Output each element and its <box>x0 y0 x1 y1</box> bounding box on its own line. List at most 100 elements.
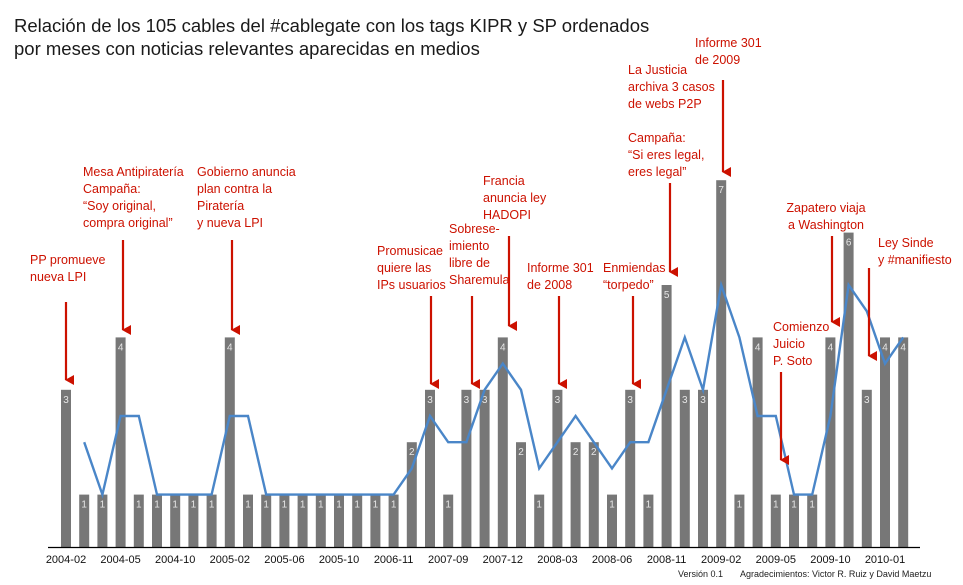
bar-45 <box>880 337 890 547</box>
annotation-text: de webs P2P <box>628 97 702 111</box>
annotation-text: Informe 301 <box>695 36 762 50</box>
annotation-text: Campaña: <box>628 131 686 145</box>
annotation-text: PP promueve <box>30 253 106 267</box>
bar-value-label: 5 <box>664 290 670 301</box>
bar-15 <box>334 494 344 547</box>
bar-value-label: 1 <box>136 500 142 511</box>
chart-title: Relación de los 105 cables del #cablegat… <box>14 14 649 60</box>
annotation-8: La Justicia archiva 3 casos de webs P2P Cam… <box>628 63 715 277</box>
x-tick-label: 2009-05 <box>756 554 796 566</box>
bar-value-label: 1 <box>282 500 288 511</box>
annotation-text: Piratería <box>197 199 244 213</box>
bar-value-label: 4 <box>227 342 233 353</box>
bar-22 <box>461 389 472 547</box>
bar-1 <box>79 494 90 547</box>
annotation-7: Enmiendas “torpedo” <box>603 261 666 389</box>
credits-label: Agradecimientos: Victor R. Ruiz y David … <box>740 569 932 579</box>
bar-18 <box>388 494 399 547</box>
bar-value-label: 1 <box>318 500 324 511</box>
bar-19 <box>406 442 417 547</box>
bar-value-label: 2 <box>591 447 597 458</box>
annotation-text: libre de <box>449 256 490 270</box>
bar-value-label: 1 <box>336 500 342 511</box>
annotation-text: HADOPI <box>483 208 531 222</box>
annotation-text: quiere las <box>377 261 431 275</box>
annotation-3: Promusicae quiere las IPs usuarios <box>377 244 446 389</box>
bar-value-label: 1 <box>245 500 251 511</box>
bar-40 <box>789 494 799 547</box>
annotation-text: Enmiendas <box>603 261 666 275</box>
bar-value-label: 4 <box>900 342 906 353</box>
bar-value-label: 4 <box>500 342 506 353</box>
bar-30 <box>607 494 617 547</box>
bar-value-label: 1 <box>172 500 178 511</box>
bar-5 <box>152 494 162 547</box>
bar-value-label: 1 <box>373 500 379 511</box>
bar-39 <box>770 494 781 547</box>
annotation-11: Zapatero viaja a Washington <box>786 201 866 327</box>
annotation-text: a Washington <box>788 218 864 232</box>
bar-44 <box>861 389 872 547</box>
x-tick-label: 2004-02 <box>46 554 86 566</box>
moving-average-line <box>83 280 905 499</box>
bar-value-label: 2 <box>409 447 415 458</box>
annotation-text: IPs usuarios <box>377 278 446 292</box>
x-tick-label: 2008-06 <box>592 554 632 566</box>
annotation-text: Promusicae <box>377 244 443 258</box>
x-tick-label: 2008-11 <box>647 554 687 566</box>
annotation-text: y #manifiesto <box>878 253 952 267</box>
bar-21 <box>443 494 454 547</box>
annotation-text: Sharemula <box>449 273 509 287</box>
bar-37 <box>734 494 745 547</box>
annotation-5: Francia anuncia ley HADOPI <box>483 174 547 331</box>
annotation-text: Mesa Antipiratería <box>83 165 184 179</box>
bar-value-label: 1 <box>191 500 197 511</box>
bar-25 <box>516 442 526 547</box>
bar-value-label: 3 <box>700 395 706 406</box>
annotation-text: Francia <box>483 174 525 188</box>
bar-value-label: 1 <box>791 500 797 511</box>
bar-value-label: 1 <box>154 500 160 511</box>
annotation-9: Informe 301 de 2009 <box>695 36 762 177</box>
x-tick-label: 2009-02 <box>701 554 741 566</box>
bar-34 <box>679 389 690 547</box>
bar-8 <box>206 494 217 547</box>
bar-4 <box>133 494 144 547</box>
bar-13 <box>297 494 308 547</box>
x-axis: 2004-02 2004-05 2004-10 2005-02 2005-06 2005-… <box>46 546 920 566</box>
bar-value-label: 1 <box>263 500 269 511</box>
bar-29 <box>588 442 599 547</box>
bar-0 <box>61 389 71 547</box>
x-tick-label: 2009-10 <box>810 554 850 566</box>
bar-38 <box>752 337 763 547</box>
bar-9 <box>224 337 235 547</box>
annotation-text: P. Soto <box>773 354 812 368</box>
bar-value-label: 3 <box>482 395 488 406</box>
annotation-text: de 2008 <box>527 278 572 292</box>
bar-16 <box>352 494 363 547</box>
annotation-text: compra original” <box>83 216 173 230</box>
bar-46 <box>898 337 909 547</box>
annotation-text: Informe 301 <box>527 261 594 275</box>
bar-value-label: 1 <box>773 500 779 511</box>
annotation-text: archiva 3 casos <box>628 80 715 94</box>
bar-value-label: 6 <box>846 238 852 249</box>
bar-26 <box>534 494 545 547</box>
bar-28 <box>570 442 581 547</box>
bar-value-label: 1 <box>209 500 215 511</box>
bar-value-label: 1 <box>100 500 106 511</box>
annotation-text: “torpedo” <box>603 278 654 292</box>
annotation-text: Comienzo <box>773 320 829 334</box>
bar-value-label: 3 <box>682 395 688 406</box>
annotation-text: y nueva LPI <box>197 216 263 230</box>
annotations-group: PP promueve nueva LPI Mesa Antipiratería Ca… <box>30 36 952 465</box>
annotation-4: Sobrese-imiento libre de Sharemula <box>449 222 509 389</box>
bar-36 <box>716 180 727 547</box>
bars-group: 3 1 1 4 1 1 1 1 1 4 1 1 1 1 1 1 1 1 1 2 3 1 3 3 4 2 1 3 2 2 1 3 1 5 3 3 7 1 4 1… <box>61 180 909 547</box>
annotation-text: “Soy original, <box>83 199 156 213</box>
bar-value-label: 7 <box>718 185 724 196</box>
bar-value-label: 3 <box>627 395 633 406</box>
bar-value-label: 4 <box>118 342 124 353</box>
bar-value-label: 1 <box>809 500 815 511</box>
